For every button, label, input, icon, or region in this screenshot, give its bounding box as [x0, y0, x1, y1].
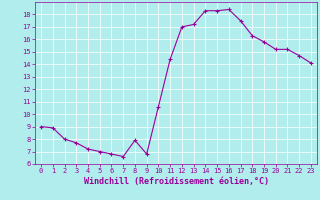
- X-axis label: Windchill (Refroidissement éolien,°C): Windchill (Refroidissement éolien,°C): [84, 177, 268, 186]
